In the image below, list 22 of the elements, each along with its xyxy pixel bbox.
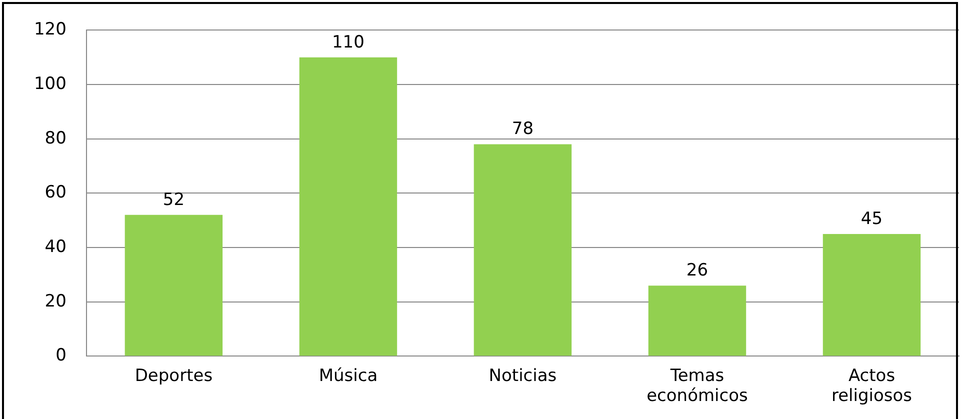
data-label: 52: [162, 190, 185, 210]
x-tick-label: Temas económicos: [646, 366, 748, 406]
x-tick-label: Música: [318, 366, 378, 386]
x-tick-label: Deportes: [134, 366, 213, 386]
y-tick-label: 80: [44, 128, 66, 148]
x-tick-label: Actos religiosos: [831, 366, 912, 406]
y-tick-label: 100: [34, 74, 66, 94]
data-label: 26: [686, 260, 708, 280]
data-label: 110: [332, 32, 364, 52]
bar: [648, 286, 746, 356]
bar: [474, 144, 572, 356]
y-tick-label: 20: [44, 291, 66, 312]
data-label: 45: [860, 208, 883, 229]
y-tick-label: 40: [44, 236, 66, 257]
x-tick-label: Noticias: [488, 366, 557, 386]
y-tick-label: 60: [44, 182, 66, 203]
bar: [299, 57, 398, 356]
y-tick-label: 120: [34, 20, 66, 40]
y-tick-label: 0: [56, 346, 66, 366]
bar: [822, 234, 921, 356]
bar: [124, 214, 223, 356]
data-label: 78: [512, 119, 534, 140]
